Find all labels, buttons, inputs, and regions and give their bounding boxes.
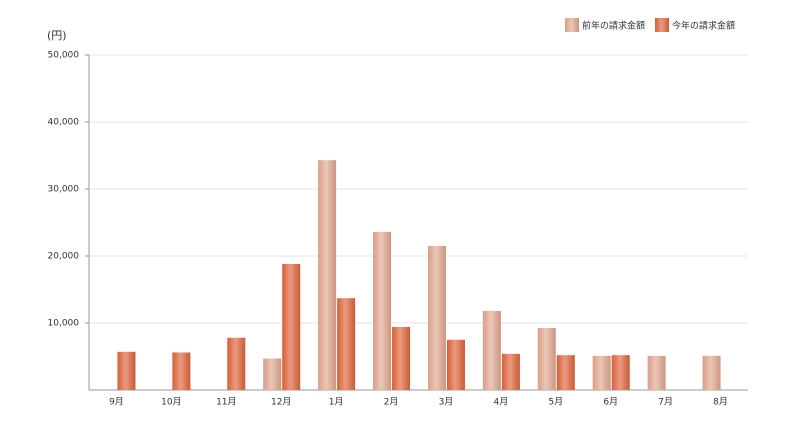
- bar: [537, 328, 556, 390]
- legend-swatch: [565, 18, 579, 32]
- bar: [556, 355, 575, 390]
- x-tick-label: 2月: [384, 397, 399, 408]
- x-tick-label: 5月: [548, 397, 563, 408]
- bar: [337, 298, 356, 390]
- bar: [263, 358, 282, 390]
- x-tick-label: 7月: [658, 397, 673, 408]
- bar: [427, 245, 446, 390]
- bar: [611, 355, 630, 390]
- bar: [282, 264, 301, 390]
- bar: [592, 355, 611, 390]
- x-tick-label: 9月: [109, 397, 124, 408]
- x-tick-label: 6月: [603, 397, 618, 408]
- bar: [702, 355, 721, 390]
- bar: [318, 160, 337, 390]
- y-tick-label: 20,000: [48, 252, 80, 262]
- y-tick-label: 30,000: [48, 185, 80, 195]
- legend-swatch: [655, 18, 670, 32]
- y-tick-label: 50,000: [48, 51, 80, 61]
- x-tick-label: 11月: [216, 397, 236, 408]
- x-tick-label: 12月: [271, 397, 291, 408]
- bar: [117, 351, 136, 390]
- y-tick-label: 40,000: [48, 118, 80, 128]
- bar: [172, 352, 191, 390]
- bar: [482, 310, 501, 390]
- x-tick-label: 10月: [161, 397, 181, 408]
- x-tick-label: 4月: [494, 397, 509, 408]
- x-tick-label: 1月: [329, 397, 344, 408]
- x-tick-label: 8月: [713, 397, 728, 408]
- legend-label: 今年の請求金額: [672, 20, 735, 32]
- bar: [227, 337, 246, 390]
- bar: [392, 327, 411, 390]
- bar: [647, 355, 666, 390]
- bar: [501, 353, 520, 390]
- x-tick-label: 3月: [439, 397, 454, 408]
- y-unit-label: (円): [47, 29, 67, 42]
- bar: [373, 231, 392, 390]
- y-tick-label: 10,000: [48, 319, 80, 329]
- legend-label: 前年の請求金額: [582, 20, 645, 32]
- bar: [446, 339, 465, 390]
